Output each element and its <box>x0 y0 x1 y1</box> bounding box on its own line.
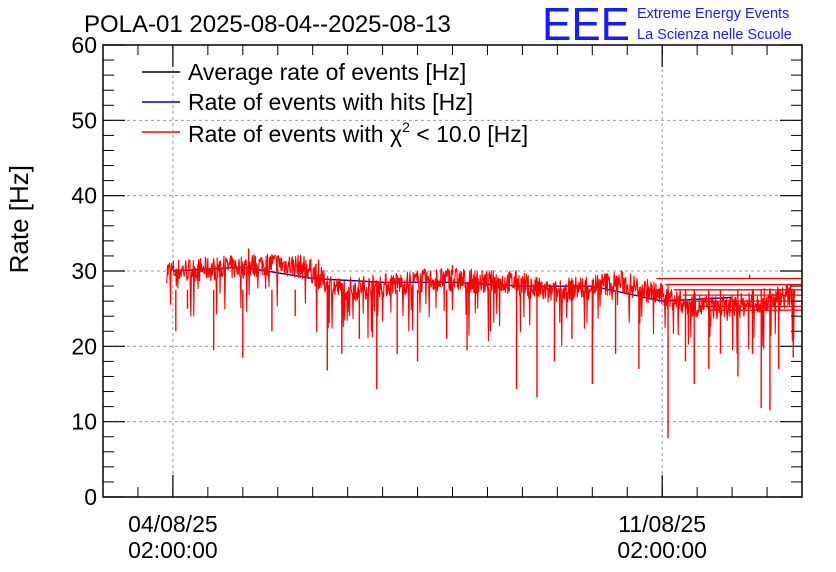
x-tick-time-label: 02:00:00 <box>128 537 218 563</box>
series-layer <box>166 248 802 439</box>
legend-chi2-rest: < 10.0 [Hz] <box>410 121 528 147</box>
legend-chi2-main: Rate of events with <box>188 121 390 147</box>
eee-logo-mark: EEE <box>542 0 630 50</box>
x-tick-date-label: 04/08/25 <box>128 511 218 537</box>
legend-label-average: Average rate of events [Hz] <box>188 59 466 85</box>
y-axis-label: Rate [Hz] <box>4 165 34 273</box>
legend-label-hits: Rate of events with hits [Hz] <box>188 89 473 115</box>
logo-line-1: Extreme Energy Events <box>637 6 789 22</box>
series-line-chi2 <box>166 253 796 354</box>
y-tick-label: 50 <box>71 107 97 133</box>
x-tick-time-label: 02:00:00 <box>617 537 707 563</box>
plot-frame <box>102 44 803 498</box>
legend: Average rate of events [Hz] Rate of even… <box>142 59 528 147</box>
legend-chi2-sup: 2 <box>402 119 410 135</box>
y-tick-label: 60 <box>71 32 97 58</box>
logo-line-2: La Scienza nelle Scuole <box>637 27 792 43</box>
legend-label-chi2: Rate of events with χ2 < 10.0 [Hz] <box>188 119 528 147</box>
x-tick-date-label: 11/08/25 <box>618 511 706 537</box>
y-tick-label: 10 <box>71 409 97 435</box>
y-tick-label: 30 <box>71 258 97 284</box>
eee-logo: EEE Extreme Energy Events La Scienza nel… <box>542 0 792 50</box>
legend-chi2-symbol: χ <box>390 121 402 147</box>
y-tick-label: 40 <box>71 183 97 209</box>
y-tick-label: 20 <box>71 333 97 359</box>
chart-title: POLA-01 2025-08-04--2025-08-13 <box>84 11 451 38</box>
axis-ticks <box>102 44 803 498</box>
y-tick-labels: 0 10 20 30 40 50 60 <box>71 32 97 510</box>
y-tick-label: 0 <box>84 484 97 510</box>
